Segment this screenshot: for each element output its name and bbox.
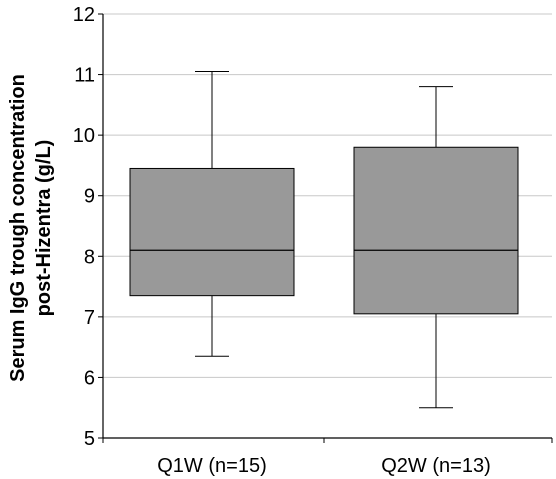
x-category-label-1: Q1W (n=15) bbox=[157, 455, 266, 477]
y-tick-label-12: 12 bbox=[73, 4, 95, 26]
y-tick-label-5: 5 bbox=[84, 428, 95, 450]
box-group-2 bbox=[353, 86, 519, 409]
axes bbox=[98, 13, 553, 443]
iqr-box bbox=[353, 146, 519, 315]
iqr-box bbox=[129, 167, 295, 297]
y-tick-label-7: 7 bbox=[84, 307, 95, 329]
box-group-1 bbox=[129, 71, 295, 357]
boxes bbox=[129, 71, 519, 409]
y-tick-label-9: 9 bbox=[84, 186, 95, 208]
y-axis-title-line-2: post-Hizentra (g/L) bbox=[33, 140, 55, 317]
y-tick-label-8: 8 bbox=[84, 246, 95, 268]
x-category-label-2: Q2W (n=13) bbox=[381, 455, 490, 477]
y-axis-title-line-1: Serum IgG trough concentration bbox=[7, 74, 29, 382]
y-tick-label-11: 11 bbox=[74, 65, 95, 87]
labels: 5 6 7 8 9 10 11 12 Q1W (n=15) Q2W (n=13) bbox=[73, 4, 491, 477]
y-tick-label-10: 10 bbox=[73, 125, 95, 147]
y-tick-label-6: 6 bbox=[84, 367, 95, 389]
